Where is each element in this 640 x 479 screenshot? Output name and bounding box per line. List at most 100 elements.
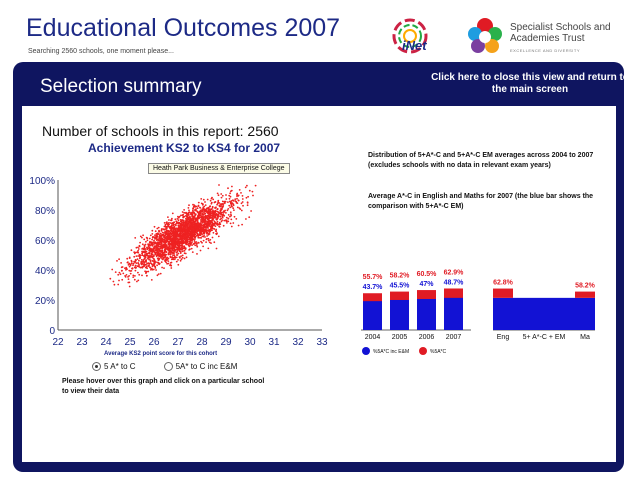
scatter-point xyxy=(234,198,237,201)
scatter-point xyxy=(181,245,184,247)
scatter-point xyxy=(179,252,182,254)
scatter-point xyxy=(175,248,178,250)
scatter-point xyxy=(213,210,216,213)
scatter-point xyxy=(146,237,149,240)
scatter-point xyxy=(181,238,183,240)
scatter-point xyxy=(132,274,135,277)
scatter-point xyxy=(198,223,200,226)
scatter-point xyxy=(211,216,214,218)
scatter-point xyxy=(152,241,155,244)
scatter-point xyxy=(214,225,217,228)
scatter-point xyxy=(218,184,220,186)
scatter-point xyxy=(169,247,172,250)
scatter-point xyxy=(167,240,170,243)
scatter-point xyxy=(230,225,233,228)
scatter-point xyxy=(162,228,164,230)
scatter-point xyxy=(157,273,160,275)
scatter-point xyxy=(165,239,168,241)
scatter-point xyxy=(167,252,170,255)
scatter-point xyxy=(227,208,230,210)
scatter-point xyxy=(144,263,147,266)
scatter-point xyxy=(206,198,209,201)
scatter-point xyxy=(192,209,194,212)
scatter-point xyxy=(202,208,205,211)
scatter-point xyxy=(176,221,179,224)
scatter-point xyxy=(232,207,235,210)
bar-label-red: 60.5% xyxy=(417,271,438,278)
scatter-point xyxy=(190,224,193,227)
scatter-point xyxy=(207,218,209,221)
scatter-x-tick: 31 xyxy=(268,337,280,348)
scatter-point xyxy=(238,207,241,209)
scatter-point xyxy=(175,231,178,234)
scatter-point xyxy=(190,247,193,250)
radio-5ac-em[interactable]: 5A* to C inc E&M xyxy=(163,362,237,371)
scatter-point xyxy=(228,197,231,200)
scatter-point xyxy=(139,256,141,258)
scatter-point xyxy=(145,274,148,277)
scatter-point xyxy=(128,285,131,288)
radio-selected-icon[interactable] xyxy=(92,362,101,371)
scatter-point xyxy=(151,265,154,268)
scatter-point xyxy=(161,249,163,251)
scatter-point xyxy=(156,227,159,230)
scatter-point xyxy=(181,254,184,257)
scatter-point xyxy=(213,212,216,215)
scatter-point xyxy=(216,208,219,210)
bar-label-red: 62.9% xyxy=(444,269,465,276)
scatter-point xyxy=(184,222,186,224)
radio-unselected-icon[interactable] xyxy=(163,362,173,371)
scatter-point xyxy=(170,267,173,269)
distribution-description: Distribution of 5+A*-C and 5+A*-C EM ave… xyxy=(368,152,594,169)
scatter-point xyxy=(252,194,254,197)
scatter-point xyxy=(174,228,176,231)
bar-label-blue: 47% xyxy=(419,281,434,288)
scatter-point xyxy=(155,251,157,254)
scatter-point xyxy=(181,248,184,251)
scatter-point xyxy=(137,246,139,249)
scatter-point xyxy=(153,225,156,228)
radio-5ac[interactable]: 5 A* to C xyxy=(92,362,136,371)
scatter-point xyxy=(145,266,147,269)
scatter-point xyxy=(196,220,199,222)
scatter-point xyxy=(155,235,158,237)
scatter-point xyxy=(134,269,137,272)
scatter-point xyxy=(183,247,186,250)
scatter-point xyxy=(141,254,144,256)
scatter-point xyxy=(218,221,221,224)
scatter-point xyxy=(254,184,257,187)
scatter-point xyxy=(164,223,167,226)
scatter-point xyxy=(163,246,166,249)
scatter-point xyxy=(197,242,200,244)
scatter-point xyxy=(226,222,228,224)
scatter-point xyxy=(189,220,192,222)
scatter-point xyxy=(148,249,151,252)
scatter-point xyxy=(231,205,233,208)
scatter-point xyxy=(122,272,125,275)
close-view-button[interactable]: Click here to close this view and return… xyxy=(431,72,629,95)
scatter-point xyxy=(193,236,196,238)
scatter-point xyxy=(138,245,141,248)
scatter-point xyxy=(134,275,136,277)
scatter-point xyxy=(209,238,212,241)
scatter-point xyxy=(196,245,199,248)
scatter-point xyxy=(174,250,176,253)
bar-label-red: 58.2% xyxy=(390,273,411,280)
scatter-point xyxy=(184,229,187,232)
scatter-point xyxy=(220,193,223,195)
scatter-point xyxy=(225,194,227,196)
scatter-point xyxy=(148,258,151,261)
scatter-point xyxy=(203,211,205,214)
scatter-point xyxy=(211,196,213,199)
scatter-point xyxy=(138,273,141,276)
scatter-point xyxy=(130,270,133,272)
scatter-point xyxy=(175,260,178,263)
scatter-point xyxy=(198,233,201,236)
scatter-point xyxy=(124,267,126,270)
bar-subject xyxy=(493,288,513,298)
scatter-chart[interactable]: 0 20% 40% 60% 80% 100% 22 23 24 25 26 27 28 29 30 31 32 3… xyxy=(22,170,332,352)
scatter-point xyxy=(154,234,156,237)
scatter-point xyxy=(171,217,173,220)
scatter-point xyxy=(210,202,213,205)
scatter-point xyxy=(208,215,211,218)
